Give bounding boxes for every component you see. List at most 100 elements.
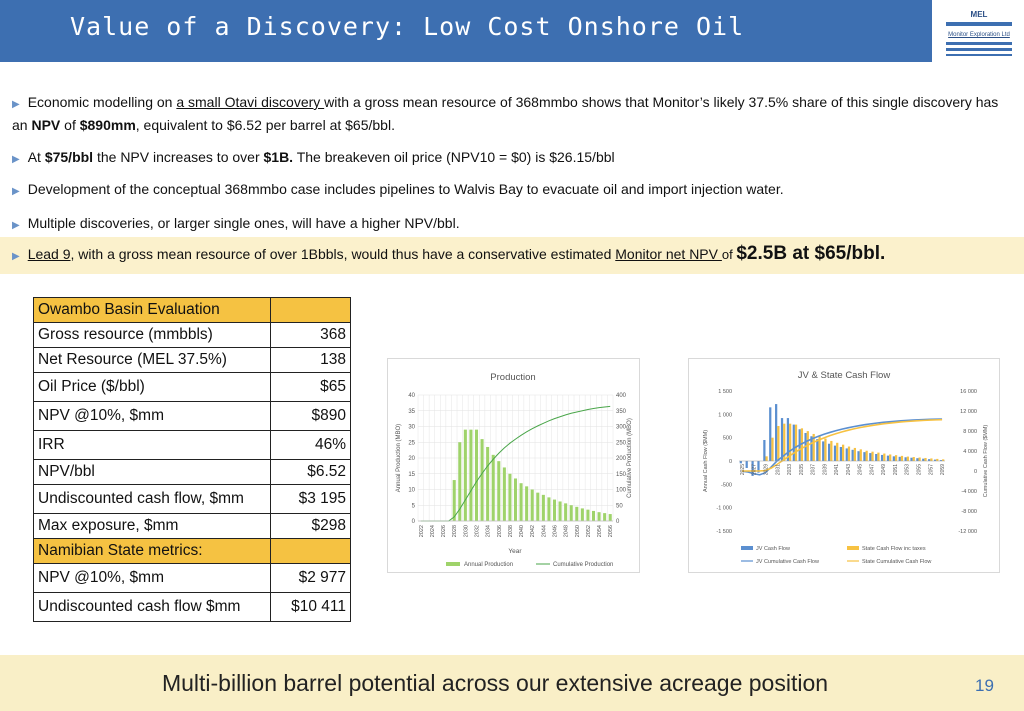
bullet-arrow-icon: ▶ xyxy=(12,99,20,110)
highlight-band xyxy=(0,237,1024,274)
table-header-row: Owambo Basin Evaluation xyxy=(33,297,351,323)
x-tick-label: 2045 xyxy=(858,464,864,475)
y-tick-label: 30 xyxy=(408,425,415,431)
state-cash-flow-bar xyxy=(924,457,927,461)
state-cash-flow-bar xyxy=(930,458,933,461)
state-cash-flow-bar xyxy=(806,431,809,461)
jv-cash-flow-bar xyxy=(816,439,819,461)
annual-production-bar xyxy=(541,494,545,521)
x-tick-label: 2049 xyxy=(881,464,887,475)
legend-swatch-jv xyxy=(741,546,753,550)
y-tick-label: 1 500 xyxy=(718,389,732,395)
lead-9-link[interactable]: Lead 9 xyxy=(27,246,71,262)
x-tick-label: 2051 xyxy=(893,464,899,475)
x-tick-label: 2053 xyxy=(905,464,911,475)
bullet-5: ▶ Lead 9, with a gross mean resource of o… xyxy=(12,243,1022,265)
y2-tick-label: 4 000 xyxy=(963,449,977,455)
legend-label-state-cumulative: State Cumulative Cash Flow xyxy=(862,559,931,565)
npv-value: $1B. xyxy=(263,149,294,165)
logo-subtitle: Monitor Exploration Ltd xyxy=(948,32,1010,38)
x-tick-label: 2043 xyxy=(846,464,852,475)
table-row: Undiscounted cash flow $mm $10 411 xyxy=(33,592,351,622)
y2-tick-label: 250 xyxy=(616,440,627,446)
y-tick-label: -1 500 xyxy=(716,529,732,535)
annual-production-bar xyxy=(575,506,579,521)
y2-axis-label: Cumulative Cash Flow ($MM) xyxy=(983,425,989,498)
table-header: Namibian State metrics: xyxy=(33,538,271,564)
annual-production-bar xyxy=(608,514,612,521)
annual-production-bar xyxy=(586,509,590,521)
jv-cash-flow-bar xyxy=(892,456,895,461)
table-row: Gross resource (mmbbls) 368 xyxy=(33,322,351,348)
jv-cash-flow-bar xyxy=(827,443,831,461)
jv-cash-flow-bar xyxy=(810,436,813,461)
x-tick-label: 2029 xyxy=(763,464,769,475)
annual-production-bar xyxy=(564,503,568,521)
state-cash-flow-bar xyxy=(830,440,833,461)
annual-production-bar xyxy=(474,429,479,521)
y2-tick-label: 150 xyxy=(616,472,627,478)
annual-production-bar xyxy=(603,513,607,521)
annual-production-bar xyxy=(519,483,523,521)
annual-production-bar xyxy=(458,442,462,521)
x-tick-label: 2041 xyxy=(834,464,840,475)
row-label: Max exposure, $mm xyxy=(33,513,271,539)
state-cash-flow-bar xyxy=(942,459,945,461)
text: with a gross mean resource of 368mmbo sh… xyxy=(12,94,999,133)
jv-cash-flow-bar xyxy=(851,449,854,461)
jv-cash-flow-bar xyxy=(751,461,754,476)
state-cash-flow-bar xyxy=(783,423,786,461)
text: of xyxy=(60,117,80,133)
row-label: Undiscounted cash flow $mm xyxy=(33,592,271,622)
row-label: Net Resource (MEL 37.5%) xyxy=(33,347,271,373)
footer-band xyxy=(0,655,1024,711)
jv-cash-flow-bar xyxy=(875,454,878,461)
jv-cash-flow-bar xyxy=(886,455,890,461)
x-tick-label: 2059 xyxy=(940,464,946,475)
monitor-net-npv-link[interactable]: Monitor net NPV xyxy=(615,246,722,262)
y2-tick-label: 16 000 xyxy=(960,389,977,395)
text: Economic modelling on xyxy=(27,94,177,110)
production-chart-svg: Production051015202530354005010015020025… xyxy=(396,372,633,568)
logo-band xyxy=(946,54,1012,56)
y2-tick-label: -4 000 xyxy=(961,489,977,495)
y-tick-label: 40 xyxy=(408,393,415,399)
jv-cash-flow-bar xyxy=(863,452,866,461)
x-tick-label: 2031 xyxy=(775,464,781,475)
state-cash-flow-bar xyxy=(871,451,874,461)
headline-value: $2.5B at $65/bbl. xyxy=(736,243,886,264)
jv-cash-flow-bar xyxy=(880,454,884,461)
y-axis-label: Annual Cash Flow ($MM) xyxy=(703,430,709,492)
table-row: Undiscounted cash flow, $mm $3 195 xyxy=(33,484,351,514)
y2-tick-label: 50 xyxy=(616,503,623,509)
state-cash-flow-bar xyxy=(836,442,839,461)
row-value: 368 xyxy=(270,322,351,348)
jv-cash-flow-bar xyxy=(939,460,943,461)
text: Multiple discoveries, or larger single o… xyxy=(27,215,460,231)
annual-production-bar xyxy=(486,446,490,521)
page-title: Value of a Discovery: Low Cost Onshore O… xyxy=(70,12,745,41)
otavi-discovery-link[interactable]: a small Otavi discovery xyxy=(176,94,325,110)
chart-title: Production xyxy=(490,372,535,383)
state-cash-flow-bar xyxy=(918,457,921,461)
table-row: IRR 46% xyxy=(33,430,351,460)
row-value: $890 xyxy=(270,401,351,431)
legend-label-jv-cumulative: JV Cumulative Cash Flow xyxy=(756,559,819,565)
jv-cash-flow-bar xyxy=(757,461,760,473)
y2-tick-label: 200 xyxy=(616,456,627,462)
evaluation-table: Owambo Basin Evaluation Gross resource (… xyxy=(33,297,351,622)
y2-tick-label: 100 xyxy=(616,488,627,494)
row-value: $3 195 xyxy=(270,484,351,514)
annual-production-bar xyxy=(580,508,584,521)
annual-production-bar xyxy=(597,512,601,521)
text: of xyxy=(721,247,737,262)
annual-production-bar xyxy=(525,486,529,521)
jv-cash-flow-bar xyxy=(916,458,919,461)
y-tick-label: 15 xyxy=(408,472,415,478)
state-cash-flow-bar xyxy=(936,458,939,461)
y-tick-label: 10 xyxy=(408,488,415,494)
jv-cash-flow-bar xyxy=(786,418,790,461)
jv-cash-flow-bar xyxy=(833,445,837,461)
jv-cash-flow-bar xyxy=(922,458,925,461)
x-tick-label: 2048 xyxy=(564,525,570,537)
